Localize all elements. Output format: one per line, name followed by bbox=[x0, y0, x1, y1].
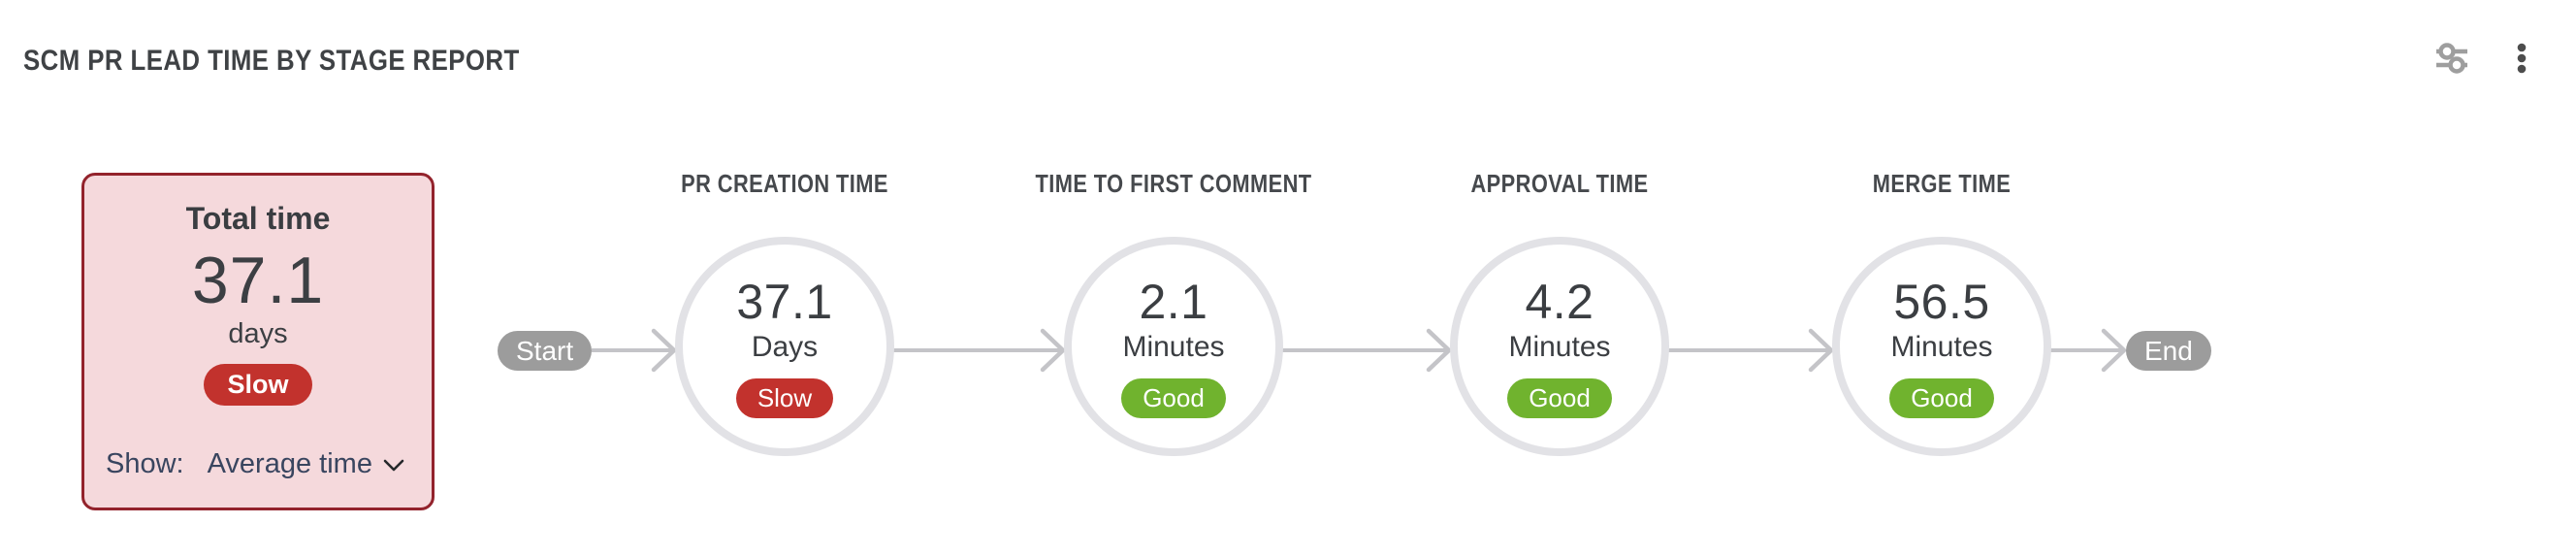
arrow-stage3-to-stage4 bbox=[1668, 328, 1834, 373]
total-time-value: 37.1 bbox=[191, 244, 325, 317]
arrow-stage2-to-stage3 bbox=[1282, 328, 1452, 373]
more-options-button[interactable] bbox=[2498, 37, 2545, 83]
chevron-down-icon bbox=[382, 448, 405, 480]
stage-status-badge: Good bbox=[1889, 378, 1994, 418]
kebab-menu-icon bbox=[2500, 37, 2543, 84]
page-title: SCM PR LEAD TIME BY STAGE REPORT bbox=[23, 45, 520, 77]
stage-status-badge: Good bbox=[1507, 378, 1612, 418]
show-row: Show: Average time bbox=[106, 448, 405, 480]
arrow-stage1-to-stage2 bbox=[893, 328, 1066, 373]
stage-status-badge: Good bbox=[1121, 378, 1226, 418]
stage-unit: Minutes bbox=[1508, 331, 1611, 363]
stage-label-time-to-first-comment: TIME TO FIRST COMMENT bbox=[1035, 169, 1312, 198]
stage-node-time-to-first-comment: 2.1 Minutes Good bbox=[1064, 237, 1283, 456]
end-node: End bbox=[2126, 331, 2211, 371]
filter-settings-button[interactable] bbox=[2429, 37, 2475, 83]
average-time-dropdown[interactable]: Average time bbox=[208, 448, 405, 480]
stage-unit: Minutes bbox=[1890, 331, 1993, 363]
stage-value: 56.5 bbox=[1893, 275, 1990, 329]
total-time-status-badge: Slow bbox=[204, 364, 312, 406]
stage-node-approval-time: 4.2 Minutes Good bbox=[1450, 237, 1669, 456]
stage-label-merge-time: MERGE TIME bbox=[1872, 169, 2012, 198]
start-node: Start bbox=[498, 331, 593, 371]
header-actions bbox=[2429, 37, 2545, 83]
stage-unit: Minutes bbox=[1122, 331, 1225, 363]
stage-label-pr-creation-time: PR CREATION TIME bbox=[681, 169, 888, 198]
total-time-card: Total time 37.1 days Slow Show: Average … bbox=[81, 173, 435, 510]
sliders-filter-icon bbox=[2431, 37, 2473, 84]
stage-label-approval-time: APPROVAL TIME bbox=[1470, 169, 1649, 198]
dropdown-selected-value: Average time bbox=[207, 448, 372, 479]
stage-value: 37.1 bbox=[736, 275, 833, 329]
stage-value: 4.2 bbox=[1525, 275, 1594, 329]
stage-status-badge: Slow bbox=[735, 378, 834, 418]
stage-node-merge-time: 56.5 Minutes Good bbox=[1832, 237, 2051, 456]
stage-unit: Days bbox=[751, 331, 819, 363]
stage-value: 2.1 bbox=[1139, 275, 1208, 329]
show-label: Show: bbox=[106, 448, 184, 479]
arrow-start-to-stage1 bbox=[592, 328, 677, 373]
stage-node-pr-creation-time: 37.1 Days Slow bbox=[675, 237, 894, 456]
total-time-unit: days bbox=[228, 318, 288, 349]
arrow-stage4-to-end bbox=[2049, 328, 2127, 373]
total-time-title: Total time bbox=[185, 201, 331, 236]
